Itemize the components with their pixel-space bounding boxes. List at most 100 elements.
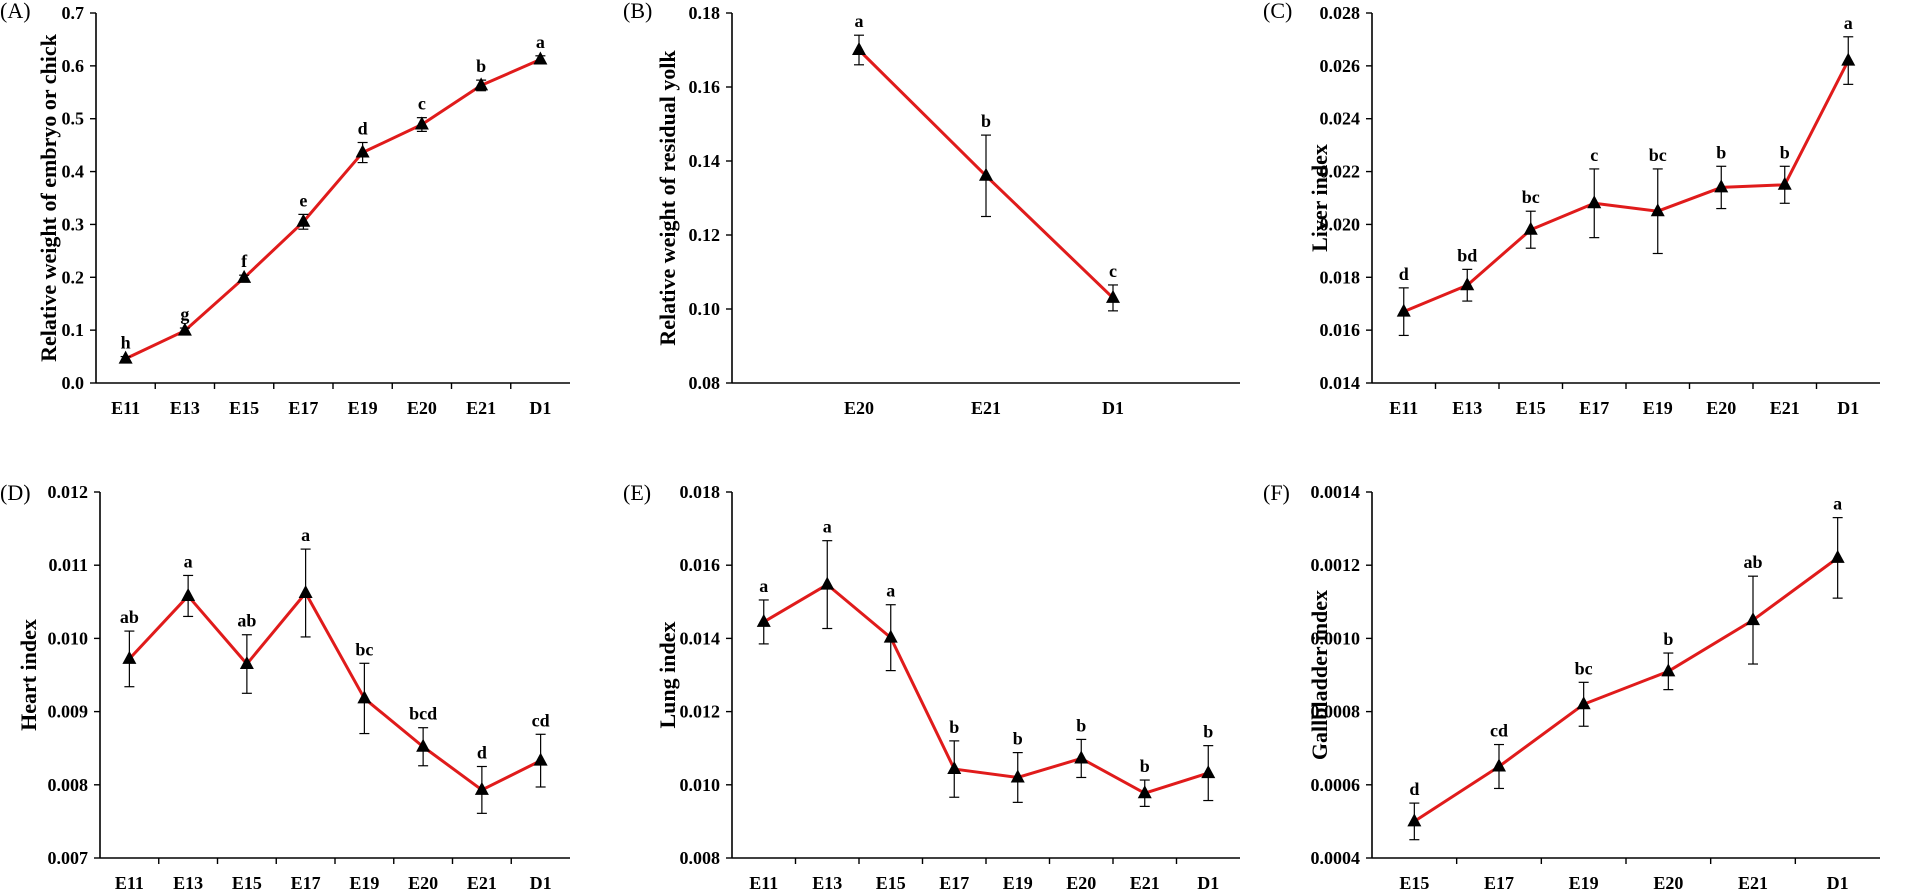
x-tick-label: E17	[939, 873, 969, 892]
x-tick-label: E11	[749, 873, 778, 892]
x-tick-label: E20	[844, 398, 874, 418]
data-point	[1746, 612, 1760, 626]
significance-label: bd	[1457, 245, 1477, 265]
y-tick-label: 0.012	[680, 702, 721, 722]
y-tick-label: 0.0012	[1311, 555, 1361, 575]
data-point	[852, 42, 866, 55]
data-point	[1137, 785, 1152, 799]
y-axis-label: Heart index	[16, 619, 41, 731]
x-tick-label: E15	[229, 398, 259, 418]
panel-label: (B)	[623, 0, 652, 23]
y-axis-label: Gallbladder index	[1307, 590, 1332, 760]
significance-label: a	[536, 32, 545, 52]
data-point	[416, 738, 431, 752]
panel-label: (D)	[0, 480, 31, 505]
significance-label: b	[981, 111, 991, 131]
y-tick-label: 0.022	[1320, 162, 1361, 182]
series-line	[1403, 59, 1850, 314]
significance-label: a	[855, 11, 864, 31]
significance-label: a	[184, 551, 193, 571]
x-tick-label: E17	[1579, 398, 1609, 418]
y-tick-label: 0.0008	[1311, 702, 1361, 722]
significance-label: d	[358, 119, 368, 139]
x-tick-label: E21	[971, 398, 1001, 418]
x-tick-label: E19	[349, 873, 379, 892]
y-tick-label: 0.0004	[1311, 848, 1361, 868]
significance-label: a	[1844, 13, 1853, 33]
data-point	[118, 350, 133, 364]
chart-panel-6: (F) Gallbladder index 0.0004 0.0006 0.0008 0.…	[1263, 480, 1880, 892]
y-tick-label: 0.1	[62, 320, 85, 340]
significance-label: c	[1590, 145, 1598, 165]
significance-label: e	[299, 190, 307, 210]
significance-label: a	[1833, 494, 1842, 514]
data-point	[1010, 769, 1025, 783]
y-tick-label: 0.6	[62, 56, 85, 76]
significance-label: b	[1663, 629, 1673, 649]
series-line	[128, 591, 542, 792]
x-tick-label: E15	[1399, 873, 1429, 892]
significance-label: f	[241, 251, 248, 271]
significance-label: bc	[355, 639, 373, 659]
y-tick-label: 0.012	[48, 482, 89, 502]
data-point	[414, 116, 429, 130]
significance-label: d	[477, 743, 487, 763]
x-tick-label: D1	[530, 873, 552, 892]
significance-label: d	[1409, 779, 1419, 799]
data-point	[474, 781, 489, 795]
significance-label: bc	[1522, 187, 1540, 207]
y-tick-label: 0.010	[48, 628, 89, 648]
chart-panel-3: (C) Liver index 0.014 0.016 0.018 0.020 0.022 0…	[1263, 0, 1880, 418]
y-tick-label: 0.14	[689, 151, 721, 171]
panel-label: (E)	[623, 480, 651, 505]
significance-label: ab	[120, 607, 139, 627]
panel-label: (F)	[1263, 480, 1290, 505]
y-tick-label: 0.18	[689, 3, 721, 23]
series-line	[124, 58, 541, 361]
data-point	[1777, 176, 1792, 190]
x-tick-label: E21	[466, 398, 496, 418]
x-tick-label: E19	[1643, 398, 1673, 418]
data-point	[1523, 221, 1538, 235]
data-point	[1650, 203, 1665, 217]
y-tick-label: 0.028	[1320, 3, 1361, 23]
y-tick-label: 0.016	[680, 555, 721, 575]
y-tick-label: 0.008	[48, 775, 89, 795]
significance-label: bcd	[409, 704, 437, 724]
data-point	[1396, 303, 1411, 317]
data-point	[122, 650, 137, 664]
y-tick-label: 0.016	[1320, 320, 1361, 340]
y-tick-label: 0.5	[62, 109, 85, 129]
significance-label: b	[949, 717, 959, 737]
x-tick-label: D1	[1197, 873, 1219, 892]
x-tick-label: E11	[1389, 398, 1418, 418]
x-tick-label: E20	[407, 398, 437, 418]
data-point	[820, 576, 835, 590]
x-tick-label: E13	[812, 873, 842, 892]
x-tick-label: E15	[1516, 398, 1546, 418]
y-tick-label: 0.014	[1320, 373, 1361, 393]
significance-label: bc	[1575, 658, 1593, 678]
y-tick-label: 0.12	[689, 225, 721, 245]
y-tick-label: 0.0014	[1311, 482, 1361, 502]
data-point	[1201, 765, 1216, 779]
x-tick-label: E20	[1653, 873, 1683, 892]
data-point	[883, 629, 898, 643]
significance-label: a	[886, 581, 895, 601]
x-tick-label: E15	[876, 873, 906, 892]
significance-label: b	[1716, 142, 1726, 162]
data-point	[533, 51, 548, 65]
data-point	[298, 585, 313, 599]
y-tick-label: 0.16	[689, 77, 721, 97]
significance-label: b	[1140, 756, 1150, 776]
y-tick-label: 0.3	[62, 214, 85, 234]
x-tick-label: E17	[291, 873, 321, 892]
chart-panel-5: (E) Lung index 0.008 0.010 0.012 0.014 0.016 0.…	[623, 480, 1240, 892]
significance-label: b	[1780, 142, 1790, 162]
y-axis-label: Liver index	[1307, 144, 1332, 252]
y-tick-label: 0.0006	[1311, 775, 1361, 795]
panel-label: (A)	[0, 0, 31, 23]
significance-label: bc	[1649, 145, 1667, 165]
data-point	[533, 752, 548, 766]
